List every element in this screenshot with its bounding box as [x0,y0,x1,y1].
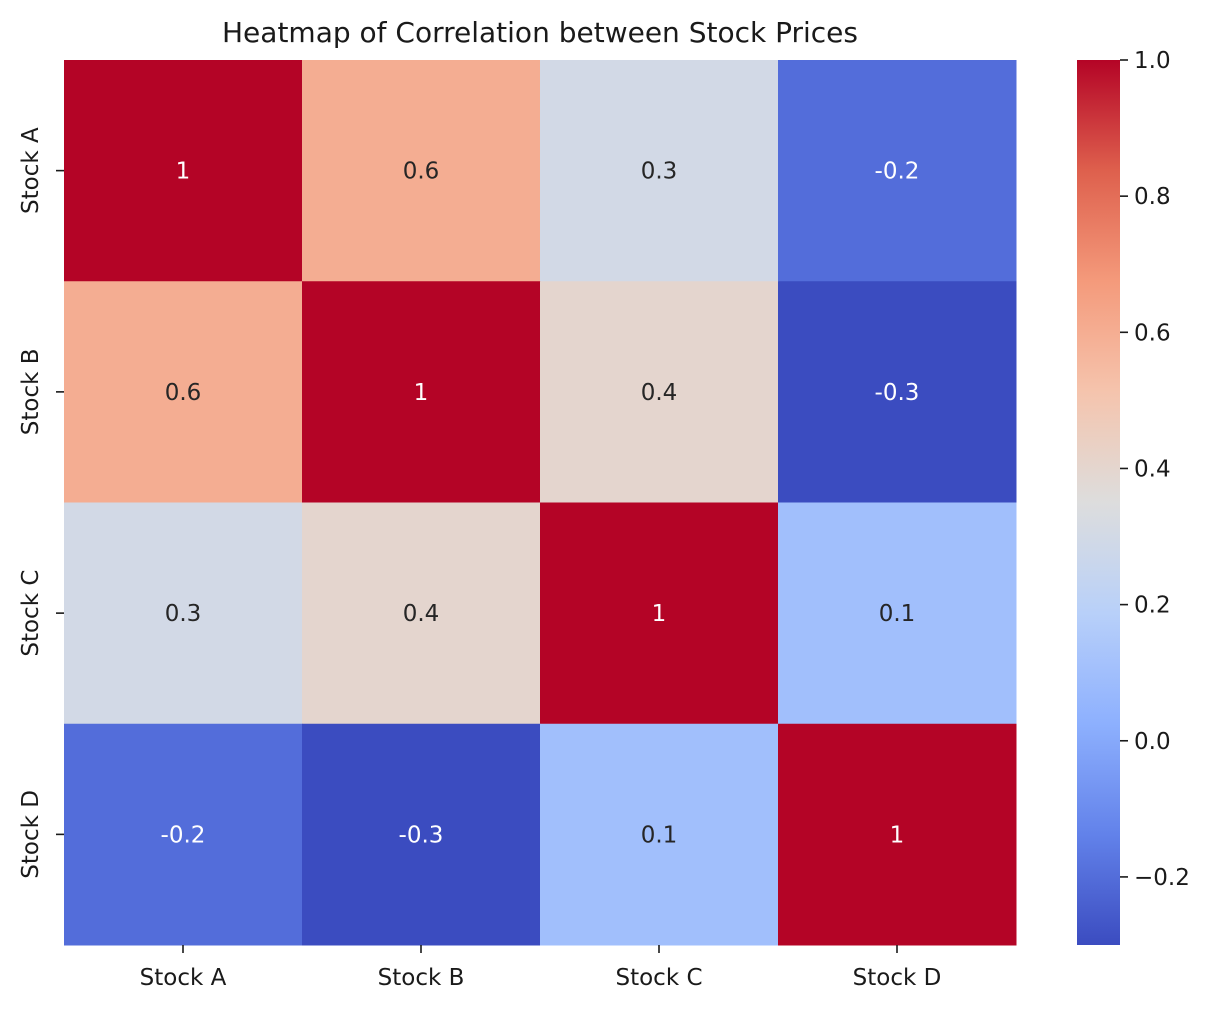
y-axis: Stock A Stock B Stock C Stock D [18,127,64,879]
colorbar-tick-label: 1.0 [1134,48,1171,74]
heatmap-cell [302,723,541,946]
heatmap-cell [64,60,303,282]
colorbar-tick-label: 0.8 [1134,184,1171,210]
heatmap-cell [64,281,303,503]
heatmap-cell [778,502,1017,725]
heatmap-cell [540,723,779,946]
cell-value-label: 0.4 [403,601,440,627]
y-tick-label: Stock A [18,127,44,214]
heatmap-cell [778,281,1017,503]
x-tick-label: Stock D [853,965,942,991]
x-tick-label: Stock B [378,965,465,991]
cell-value-label: 0.6 [403,159,440,185]
cell-value-label: 0.3 [641,159,678,185]
cell-value-label: -0.2 [161,822,206,848]
heatmap-cell-labels: 1 0.6 0.3 -0.2 0.6 1 0.4 -0.3 0.3 0.4 1 0.1 -0.2 -0.3… [161,159,920,849]
x-axis: Stock A Stock B Stock C Stock D [140,945,942,991]
colorbar: −0.2 0.0 0.2 0.4 0.6 0.8 1.0 [1077,48,1190,945]
heatmap-cell [778,723,1017,946]
cell-value-label: 0.4 [641,380,678,406]
x-tick-label: Stock A [140,965,227,991]
colorbar-ticks: −0.2 0.0 0.2 0.4 0.6 0.8 1.0 [1120,48,1190,891]
cell-value-label: 0.1 [641,822,678,848]
cell-value-label: 1 [890,822,905,848]
cell-value-label: 0.1 [879,601,916,627]
heatmap-cell [540,281,779,503]
heatmap-cell [64,723,303,946]
cell-value-label: 1 [176,159,191,185]
x-tick-label: Stock C [615,965,702,991]
colorbar-tick-label: 0.4 [1134,456,1171,482]
colorbar-gradient-bar [1077,60,1120,945]
cell-value-label: -0.3 [875,380,920,406]
colorbar-tick-label: 0.0 [1134,729,1171,755]
y-tick-label: Stock C [18,570,44,657]
heatmap-cell [540,60,779,282]
colorbar-tick-label: 0.6 [1134,320,1171,346]
colorbar-tick-label: 0.2 [1134,593,1171,619]
y-tick-label: Stock B [18,349,44,436]
y-tick-label: Stock D [18,790,44,879]
chart-title: Heatmap of Correlation between Stock Pri… [222,16,858,49]
cell-value-label: 0.6 [165,380,202,406]
heatmap-cell [302,502,541,725]
cell-value-label: -0.3 [399,822,444,848]
colorbar-tick-label: −0.2 [1134,865,1190,891]
cell-value-label: 1 [652,601,667,627]
heatmap-cell [778,60,1017,282]
heatmap-cell [302,281,541,503]
heatmap-cells [64,60,1017,946]
heatmap-cell [64,502,303,725]
heatmap-cell [302,60,541,282]
cell-value-label: -0.2 [875,159,920,185]
cell-value-label: 0.3 [165,601,202,627]
cell-value-label: 1 [414,380,429,406]
heatmap-cell [540,502,779,725]
